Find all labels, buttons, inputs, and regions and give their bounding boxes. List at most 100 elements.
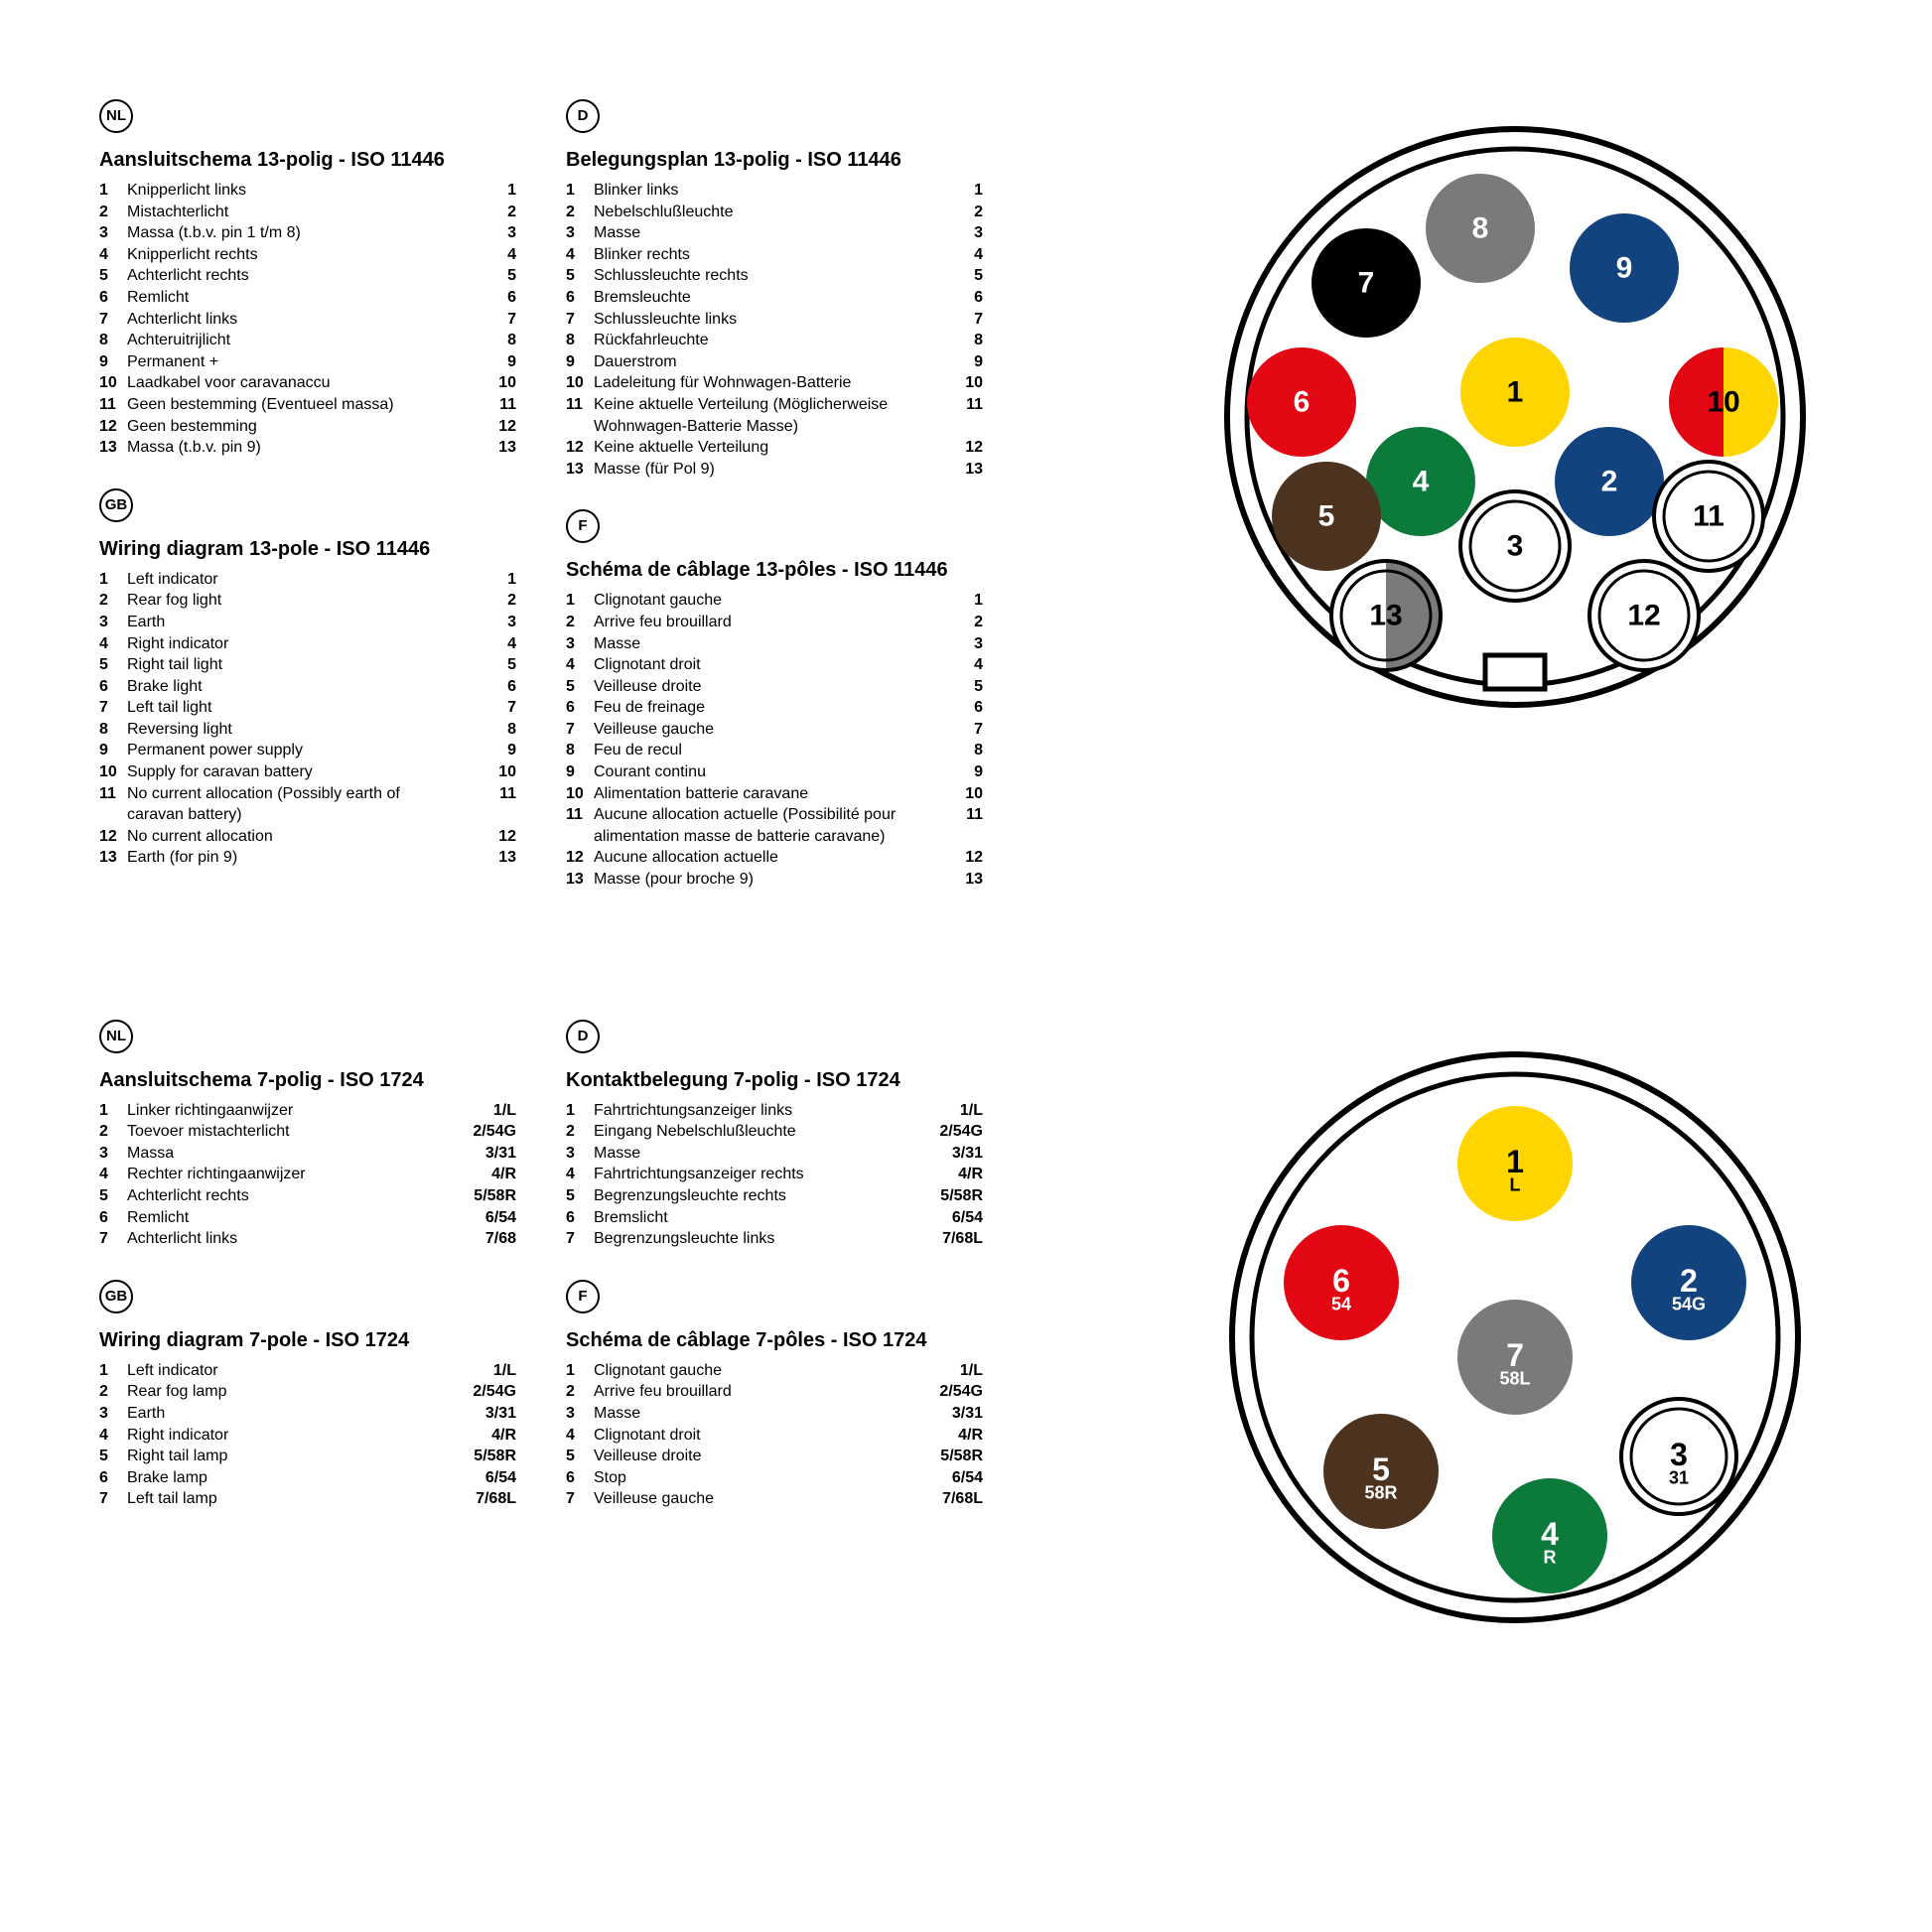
pin-row: 7Left tail lamp7/68L <box>99 1488 516 1510</box>
pin-row: 3Masse3 <box>566 222 983 244</box>
pin-label: Geen bestemming (Eventueel massa) <box>127 394 467 416</box>
pin-number: 7 <box>566 309 594 331</box>
pin-row: 6Stop6/54 <box>566 1467 983 1489</box>
pin-row: 4Rechter richtingaanwijzer4/R <box>99 1164 516 1185</box>
pin-label: Courant continu <box>594 761 933 783</box>
lang-badge: NL <box>99 99 133 133</box>
pin-label: Keine aktuelle Verteilung (Möglicherweis… <box>594 394 933 437</box>
pin-code: 3/31 <box>467 1403 516 1425</box>
pin-number: 8 <box>99 719 127 741</box>
pin-label: Right indicator <box>127 633 467 655</box>
pin-row: 13Masse (pour broche 9)13 <box>566 869 983 891</box>
pin-label: Feu de freinage <box>594 697 933 719</box>
pin-number: 13 <box>99 437 127 459</box>
lang-badge: GB <box>99 488 133 522</box>
pin-number: 8 <box>566 330 594 351</box>
pin-code: 1 <box>933 590 983 612</box>
pin-row: 12Keine aktuelle Verteilung12 <box>566 437 983 459</box>
lang-col-right: DKontaktbelegung 7-polig - ISO 17241Fahr… <box>566 1020 983 1540</box>
pin-code: 3 <box>933 222 983 244</box>
pin-number: 10 <box>566 372 594 394</box>
pin-row: 4Clignotant droit4 <box>566 654 983 676</box>
pin-label: Ladeleitung für Wohnwagen-Batterie <box>594 372 933 394</box>
pin-row: 1Clignotant gauche1/L <box>566 1360 983 1382</box>
pin-code: 5/58R <box>933 1446 983 1467</box>
pin-code: 2 <box>933 202 983 223</box>
pin-number: 1 <box>99 1100 127 1122</box>
pin-label: Brake lamp <box>127 1467 467 1489</box>
pin-label: Knipperlicht rechts <box>127 244 467 266</box>
svg-text:58L: 58L <box>1499 1368 1530 1388</box>
svg-text:31: 31 <box>1669 1467 1689 1487</box>
pin-7: 758L <box>1457 1300 1573 1415</box>
pin-label: Achterlicht links <box>127 1228 467 1250</box>
pin-label: Masse <box>594 633 933 655</box>
pin-label: Veilleuse droite <box>594 1446 933 1467</box>
svg-text:6: 6 <box>1332 1263 1350 1299</box>
pin-number: 11 <box>566 394 594 437</box>
svg-text:10: 10 <box>1707 386 1739 419</box>
pin-code: 5/58R <box>467 1185 516 1207</box>
pin-code: 13 <box>467 847 516 869</box>
section-iso11446: NLAansluitschema 13-polig - ISO 114461Kn… <box>99 99 1833 920</box>
pin-number: 5 <box>566 1446 594 1467</box>
lang-col-left: NLAansluitschema 13-polig - ISO 114461Kn… <box>99 99 516 920</box>
pin-number: 3 <box>99 1403 127 1425</box>
pin-number: 4 <box>566 1425 594 1447</box>
svg-text:54G: 54G <box>1672 1294 1706 1313</box>
pin-number: 9 <box>566 761 594 783</box>
pin-label: Begrenzungsleuchte links <box>594 1228 933 1250</box>
pin-code: 7/68L <box>467 1488 516 1510</box>
pin-label: Brake light <box>127 676 467 698</box>
pin-code: 3/31 <box>933 1143 983 1165</box>
pin-number: 1 <box>566 590 594 612</box>
pin-code: 8 <box>933 740 983 761</box>
pin-label: Blinker rechts <box>594 244 933 266</box>
pin-number: 5 <box>99 1446 127 1467</box>
pin-row: 7Achterlicht links7/68 <box>99 1228 516 1250</box>
pin-label: Veilleuse droite <box>594 676 933 698</box>
pin-row: 4Knipperlicht rechts4 <box>99 244 516 266</box>
pin-label: Begrenzungsleuchte rechts <box>594 1185 933 1207</box>
pin-number: 6 <box>566 287 594 309</box>
svg-text:11: 11 <box>1693 500 1725 533</box>
pin-row: 2Rear fog lamp2/54G <box>99 1381 516 1403</box>
pin-code: 13 <box>933 869 983 891</box>
svg-text:R: R <box>1544 1547 1557 1567</box>
pin-number: 13 <box>566 869 594 891</box>
lang-title: Wiring diagram 13-pole - ISO 11446 <box>99 538 516 561</box>
pin-number: 13 <box>99 847 127 869</box>
pin-number: 7 <box>566 1228 594 1250</box>
svg-text:9: 9 <box>1616 252 1633 285</box>
pin-row: 13Massa (t.b.v. pin 9)13 <box>99 437 516 459</box>
pin-code: 11 <box>467 394 516 416</box>
pin-number: 10 <box>99 761 127 783</box>
pin-label: Arrive feu brouillard <box>594 1381 933 1403</box>
pin-code: 9 <box>933 351 983 373</box>
pin-label: Veilleuse gauche <box>594 719 933 741</box>
pin-label: Permanent + <box>127 351 467 373</box>
pin-number: 4 <box>99 1425 127 1447</box>
pin-label: Left indicator <box>127 569 467 591</box>
pin-row: 4Right indicator4/R <box>99 1425 516 1447</box>
pin-code: 6/54 <box>933 1467 983 1489</box>
pin-2: 254G <box>1631 1225 1746 1340</box>
pin-11: 11 <box>1654 462 1763 571</box>
pin-row: 10Laadkabel voor caravanaccu10 <box>99 372 516 394</box>
pin-label: No current allocation (Possibly earth of… <box>127 783 467 826</box>
pin-row: 1Fahrtrichtungsanzeiger links1/L <box>566 1100 983 1122</box>
pin-number: 12 <box>566 847 594 869</box>
pin-label: Masse <box>594 1403 933 1425</box>
lang-badge: F <box>566 1280 600 1313</box>
pin-8: 8 <box>1426 174 1535 283</box>
pin-label: Right tail lamp <box>127 1446 467 1467</box>
diagram-holder: 12345678910111213 <box>1197 99 1833 735</box>
pin-row: 6Brake lamp6/54 <box>99 1467 516 1489</box>
lang-title: Belegungsplan 13-polig - ISO 11446 <box>566 149 983 172</box>
pin-row: 11No current allocation (Possibly earth … <box>99 783 516 826</box>
pin-row: 6Feu de freinage6 <box>566 697 983 719</box>
pin-label: Clignotant gauche <box>594 1360 933 1382</box>
pin-number: 2 <box>99 590 127 612</box>
pin-row: 7Left tail light7 <box>99 697 516 719</box>
pin-label: Rear fog lamp <box>127 1381 467 1403</box>
